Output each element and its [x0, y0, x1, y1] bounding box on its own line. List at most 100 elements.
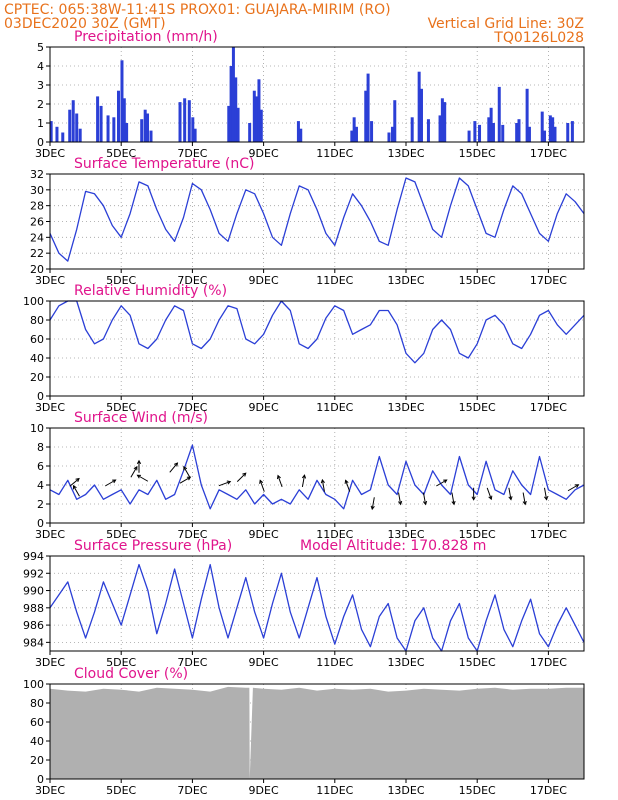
- precip-bar: [96, 96, 100, 142]
- precip-bar: [146, 113, 150, 142]
- y-tick-label: 6: [37, 460, 44, 473]
- x-tick-label: 17DEC: [530, 528, 567, 541]
- x-tick-label: 13DEC: [387, 656, 424, 669]
- wind-arrow-shaft: [130, 466, 138, 478]
- precip-bar: [387, 132, 391, 142]
- precip-bar: [234, 77, 238, 142]
- wind-arrow-shaft: [544, 487, 548, 500]
- precip-bar: [112, 117, 116, 142]
- wind-arrow-head: [112, 479, 117, 484]
- wind-arrow: [259, 479, 265, 492]
- x-tick-label: 3DEC: [35, 147, 65, 160]
- x-tick-label: 11DEC: [316, 147, 353, 160]
- header: CPTEC: 065:38W-11:41S PROX01: GUAJARA-MI…: [4, 2, 584, 46]
- precip-bar: [497, 86, 501, 142]
- precip-bar: [410, 117, 414, 142]
- y-tick-label: 2: [37, 98, 44, 111]
- wind-arrow-head: [259, 479, 264, 484]
- y-tick-label: 8: [37, 441, 44, 454]
- wind-arrow: [276, 474, 283, 488]
- precip-bar: [525, 88, 529, 142]
- wind-arrow-shaft: [451, 492, 455, 505]
- precip-bar: [120, 60, 124, 142]
- wind-arrow-shaft: [522, 492, 526, 505]
- precip-bar: [487, 117, 491, 142]
- wind-arrow: [301, 474, 307, 488]
- y-tick-label: 24: [30, 231, 44, 244]
- wind-arrow: [104, 479, 117, 487]
- x-tick-label: 13DEC: [387, 147, 424, 160]
- panel-4: 984 986 988 990 992 994 3DEC 5DEC 7DEC 9DEC 11DEC 1…: [23, 538, 585, 669]
- x-tick-label: 15DEC: [459, 147, 496, 160]
- x-tick-label: 3DEC: [35, 274, 65, 287]
- precip-bar: [350, 130, 354, 142]
- wind-arrow-head: [488, 495, 493, 501]
- precip-bar: [231, 47, 235, 142]
- wind-arrow: [218, 480, 232, 487]
- precip-bar: [252, 90, 256, 142]
- panel-title: Cloud Cover (%): [74, 666, 188, 682]
- wind-arrow-head: [574, 484, 580, 488]
- wind-arrow-head: [174, 462, 179, 467]
- wind-arrow-shaft: [277, 475, 283, 488]
- x-tick-label: 17DEC: [530, 401, 567, 414]
- y-tick-label: 984: [23, 636, 44, 649]
- cloud-cover-area: [50, 686, 584, 779]
- wind-arrow: [130, 465, 138, 478]
- wind-arrow-shaft: [259, 480, 265, 492]
- header-model: TQ0126L028: [493, 30, 584, 46]
- x-tick-label: 9DEC: [249, 274, 279, 287]
- precip-bar: [78, 128, 82, 142]
- x-tick-label: 17DEC: [530, 147, 567, 160]
- wind-arrow-shaft: [69, 478, 80, 487]
- precip-bar: [438, 115, 442, 142]
- wind-arrow-head: [242, 472, 247, 477]
- y-tick-label: 4: [37, 479, 44, 492]
- wind-arrow: [486, 487, 493, 501]
- precip-bar: [491, 123, 495, 142]
- wind-arrow-head: [522, 500, 527, 506]
- x-tick-label: 7DEC: [177, 401, 207, 414]
- wind-arrow: [179, 476, 192, 484]
- wind-arrow-shaft: [179, 476, 191, 484]
- precip-bar: [354, 126, 358, 142]
- precip-bar: [55, 126, 59, 142]
- wind-arrow: [236, 472, 247, 483]
- x-tick-label: 7DEC: [177, 147, 207, 160]
- y-tick-label: 4: [37, 60, 44, 73]
- wind-arrow-head: [451, 500, 456, 506]
- y-tick-label: 0: [37, 390, 44, 403]
- x-tick-label: 11DEC: [316, 656, 353, 669]
- plot-frame: [49, 300, 585, 397]
- precip-bar: [467, 130, 471, 142]
- precip-bar: [68, 109, 72, 142]
- x-tick-label: 3DEC: [35, 528, 65, 541]
- y-tick-label: 100: [23, 295, 44, 308]
- wind-arrow: [508, 487, 513, 501]
- precip-bar: [259, 109, 263, 142]
- wind-arrow-shaft: [183, 466, 191, 478]
- precip-bar: [390, 126, 394, 142]
- wind-arrow-head: [133, 465, 138, 471]
- y-tick-label: 0: [37, 136, 44, 149]
- x-tick-label: 15DEC: [459, 274, 496, 287]
- wind-arrow-head: [301, 474, 307, 479]
- wind-arrow-shaft: [218, 481, 231, 487]
- panel-0: 0 1 2 3 4 5 3DEC 5DEC 7DEC 9DEC 11DEC 13DEC 15DEC 17D…: [35, 29, 585, 160]
- wind-arrow-shaft: [301, 475, 305, 488]
- precip-bar: [553, 126, 557, 142]
- wind-arrow-head: [508, 496, 513, 501]
- wind-arrow-shaft: [345, 480, 351, 492]
- wind-arrow-shaft: [371, 497, 375, 510]
- precip-bar: [478, 124, 482, 142]
- panel-title: Surface Wind (m/s): [74, 410, 208, 426]
- y-tick-label: 100: [23, 678, 44, 691]
- precip-bar: [140, 119, 144, 142]
- wind-arrow-head: [72, 484, 77, 490]
- y-tick-label: 0: [37, 517, 44, 530]
- wind-arrow: [544, 487, 549, 501]
- wind-arrow-head: [320, 478, 325, 484]
- x-tick-label: 11DEC: [316, 401, 353, 414]
- precip-bar: [75, 113, 79, 142]
- panels: 0 1 2 3 4 5 3DEC 5DEC 7DEC 9DEC 11DEC 13DEC 15DEC 17D…: [23, 29, 585, 797]
